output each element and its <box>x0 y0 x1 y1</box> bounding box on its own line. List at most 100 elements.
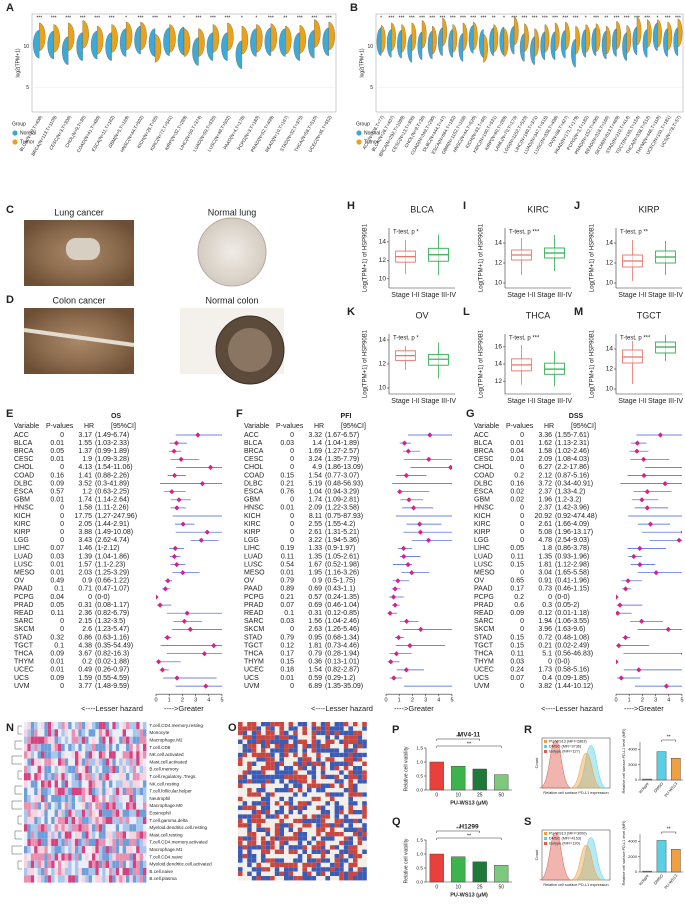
heatmap-cell <box>122 802 126 810</box>
confidence-interval: (1.03-2.33) <box>95 440 129 447</box>
matrix-cell <box>247 783 252 788</box>
matrix-cell <box>238 845 243 850</box>
violin-normal <box>509 25 515 55</box>
heatmap-cell <box>41 853 45 861</box>
matrix-cell <box>265 867 271 872</box>
y-axis-label: Log(TPM+1) of HSP90B1 <box>590 329 596 398</box>
hr-marker <box>401 553 407 560</box>
matrix-cell <box>274 783 280 788</box>
heatmap-cell <box>92 802 96 810</box>
matrix-cell <box>307 801 312 806</box>
heatmap-cell <box>27 860 31 868</box>
matrix-cell <box>320 862 326 868</box>
p-value: 0.21 <box>280 480 294 487</box>
heatmap-cell <box>95 868 99 876</box>
heatmap-cell <box>122 816 126 825</box>
confidence-interval: (1.2-3.2) <box>555 497 581 504</box>
significance: ** <box>467 741 472 747</box>
matrix-cell <box>297 757 303 762</box>
confidence-interval: (1.42-3.96) <box>555 505 589 512</box>
heatmap-cell <box>44 743 48 752</box>
heatmap-cell <box>105 765 109 774</box>
variable: PAAD <box>474 586 493 593</box>
matrix-cell <box>353 761 358 766</box>
hazard-ratio: 5.08 <box>538 529 552 536</box>
y-tick-label: 0.0 <box>416 787 423 793</box>
matrix-cell <box>353 757 358 762</box>
hr-marker <box>407 643 413 649</box>
matrix-cell <box>316 805 321 810</box>
variable: LIHC <box>244 545 260 552</box>
matrix-cell <box>316 744 321 749</box>
matrix-cell <box>242 748 248 753</box>
heatmap-cell <box>41 831 45 839</box>
heatmap-cell <box>37 831 41 839</box>
matrix-cell <box>339 752 344 758</box>
heatmap-cell <box>44 787 48 795</box>
heatmap-cell <box>122 773 126 781</box>
p-value: 0.05 <box>50 602 64 609</box>
confidence-interval: (1.67-6.57) <box>325 432 359 439</box>
hazard-ratio: 0 <box>548 659 552 666</box>
matrix-cell <box>302 845 307 850</box>
heatmap-cell <box>95 743 99 752</box>
heatmap-cell <box>41 860 45 868</box>
violin-normal <box>279 28 286 57</box>
heatmap-cell <box>112 780 116 788</box>
heatmap-cell <box>95 765 99 774</box>
matrix-cell <box>307 849 312 854</box>
significance: *** <box>429 15 435 21</box>
p-value: 0.07 <box>280 602 294 609</box>
dendrogram <box>14 830 22 840</box>
heatmap-cell <box>75 802 79 810</box>
heatmap-cell <box>88 758 92 766</box>
confidence-interval: (0.63-1.16) <box>95 634 129 641</box>
heatmap-cell <box>139 722 143 730</box>
heatmap-cell <box>47 773 52 781</box>
matrix-cell <box>353 871 358 876</box>
heatmap-cell <box>119 809 123 817</box>
matrix-cell <box>302 849 307 854</box>
heatmap-cell <box>37 809 41 817</box>
matrix-cell <box>320 783 326 788</box>
heatmap-cell <box>126 802 130 810</box>
heatmap-cell <box>132 780 137 788</box>
matrix-cell <box>316 862 321 868</box>
p-value: 0.32 <box>50 634 64 641</box>
matrix-cell <box>256 827 261 832</box>
hr-marker <box>647 521 654 527</box>
violin-normal <box>663 28 668 57</box>
matrix-cell <box>297 858 303 863</box>
matrix-cell <box>311 836 317 841</box>
hr-marker <box>181 618 187 624</box>
heatmap-cell <box>109 802 113 810</box>
matrix-cell <box>311 748 317 753</box>
heatmap-cell <box>64 729 69 737</box>
heatmap-cell <box>139 787 143 795</box>
x-tick-label: 0 <box>614 698 617 704</box>
matrix-cell <box>316 752 321 758</box>
heatmap-cell <box>139 860 143 868</box>
matrix-cell <box>242 832 248 837</box>
matrix-cell <box>261 788 266 793</box>
matrix-cell <box>325 788 330 793</box>
matrix-cell <box>334 757 340 762</box>
heatmap-cell <box>115 846 120 854</box>
heatmap-cell <box>102 736 106 744</box>
heatmap-cell <box>95 736 99 744</box>
matrix-cell <box>238 805 243 810</box>
matrix-cell <box>357 862 363 868</box>
matrix-cell <box>288 726 294 731</box>
heatmap-cell <box>41 846 45 854</box>
matrix-cell <box>311 752 317 758</box>
heatmap-cell <box>64 824 69 832</box>
heatmap-cell <box>54 816 58 825</box>
row-label: Macrophage.M1 <box>149 847 183 852</box>
dendrogram <box>11 800 22 810</box>
significance: *** <box>675 15 681 21</box>
heatmap-cell <box>64 736 69 744</box>
heatmap-cell <box>44 860 48 868</box>
violin-normal <box>163 27 170 56</box>
hazard-ratio: 0.79 <box>308 651 322 658</box>
matrix-cell <box>320 770 326 775</box>
